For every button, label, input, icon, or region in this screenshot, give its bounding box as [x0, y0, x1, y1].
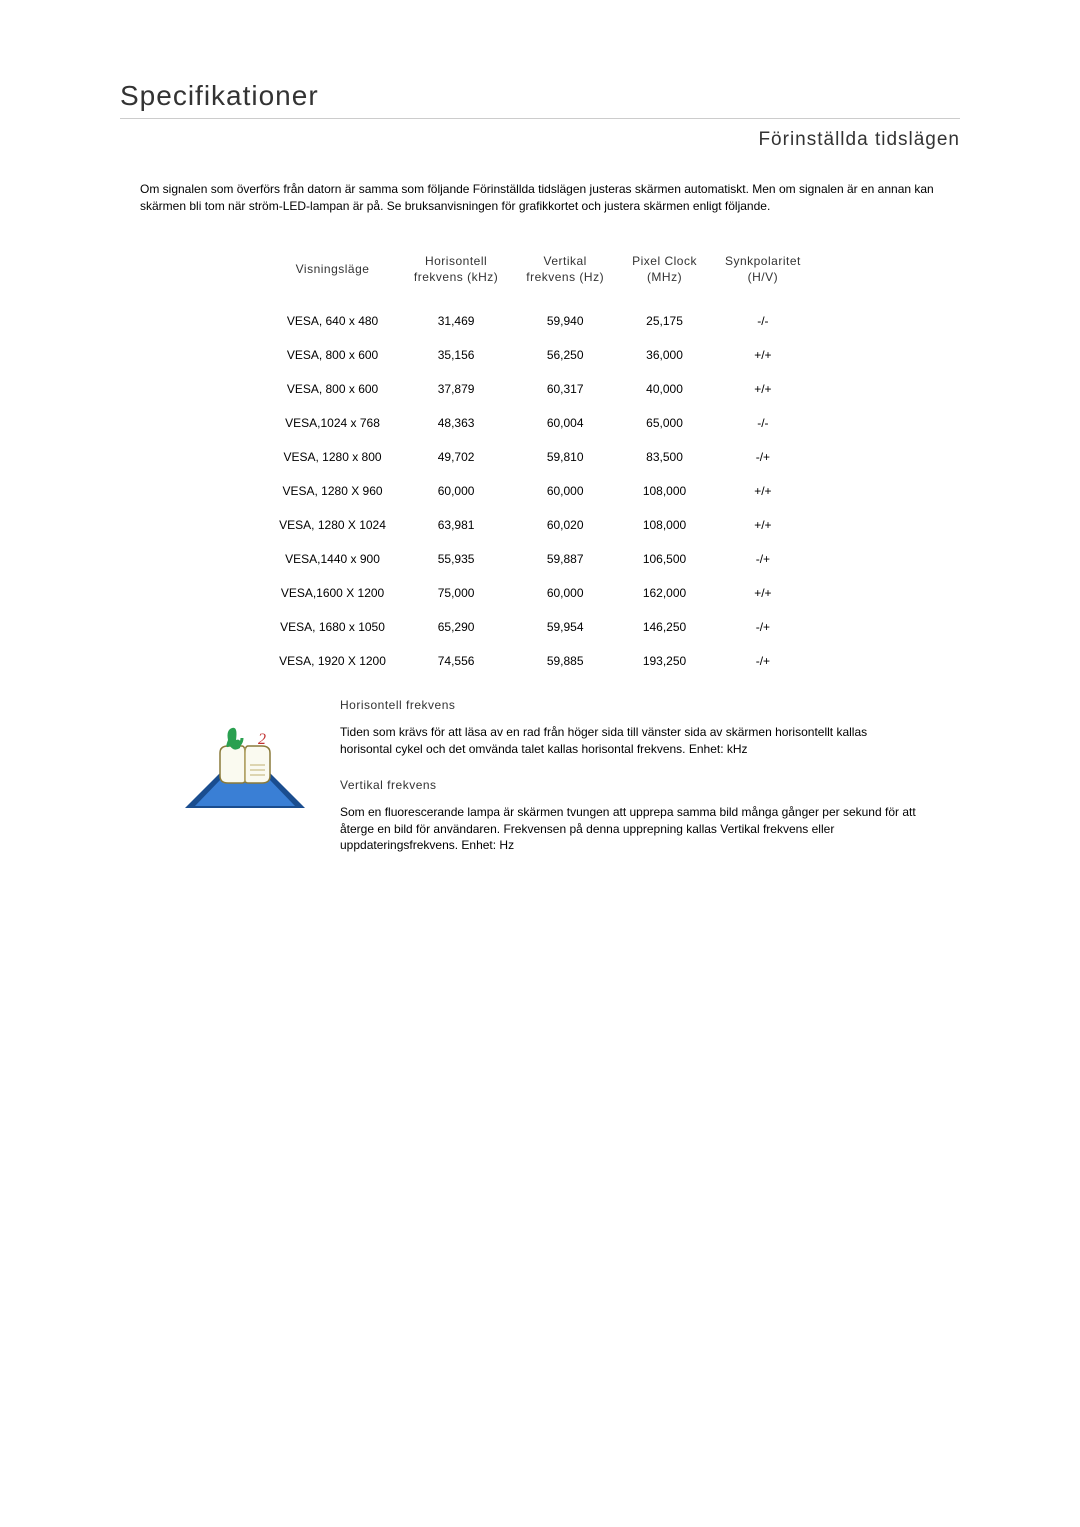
mode-cell: VESA, 640 x 480: [265, 304, 400, 338]
table-row: VESA, 640 x 48031,46959,94025,175-/-: [265, 304, 815, 338]
horizontal-freq-heading: Horisontell frekvens: [340, 698, 920, 712]
sync-cell: +/+: [711, 338, 815, 372]
pixel-cell: 106,500: [618, 542, 711, 576]
vfreq-cell: 60,000: [512, 474, 618, 508]
vfreq-cell: 59,810: [512, 440, 618, 474]
pixel-cell: 193,250: [618, 644, 711, 678]
mode-cell: VESA,1440 x 900: [265, 542, 400, 576]
table-row: VESA, 800 x 60037,87960,31740,000+/+: [265, 372, 815, 406]
vfreq-cell: 56,250: [512, 338, 618, 372]
intro-paragraph: Om signalen som överförs från datorn är …: [140, 181, 940, 215]
hfreq-cell: 75,000: [400, 576, 512, 610]
info-book-icon: 2: [180, 718, 310, 823]
sync-cell: -/+: [711, 610, 815, 644]
mode-cell: VESA,1024 x 768: [265, 406, 400, 440]
mode-cell: VESA, 1280 x 800: [265, 440, 400, 474]
pixel-cell: 146,250: [618, 610, 711, 644]
info-text-block: Horisontell frekvens Tiden som krävs för…: [340, 698, 920, 874]
table-header-row: Visningsläge Horisontellfrekvens (kHz) V…: [265, 245, 815, 305]
hfreq-cell: 31,469: [400, 304, 512, 338]
vfreq-cell: 60,020: [512, 508, 618, 542]
pixel-cell: 25,175: [618, 304, 711, 338]
table-row: VESA, 1920 X 120074,55659,885193,250-/+: [265, 644, 815, 678]
table-row: VESA, 1280 x 80049,70259,81083,500-/+: [265, 440, 815, 474]
horizontal-freq-body: Tiden som krävs för att läsa av en rad f…: [340, 724, 920, 758]
svg-text:2: 2: [258, 731, 266, 748]
table-row: VESA, 1280 X 102463,98160,020108,000+/+: [265, 508, 815, 542]
table-row: VESA,1600 X 120075,00060,000162,000+/+: [265, 576, 815, 610]
sync-cell: +/+: [711, 508, 815, 542]
hfreq-cell: 37,879: [400, 372, 512, 406]
vertical-freq-body: Som en fluorescerande lampa är skärmen t…: [340, 804, 920, 854]
mode-cell: VESA, 1920 X 1200: [265, 644, 400, 678]
table-row: VESA, 1280 X 96060,00060,000108,000+/+: [265, 474, 815, 508]
vertical-freq-heading: Vertikal frekvens: [340, 778, 920, 792]
mode-cell: VESA, 1680 x 1050: [265, 610, 400, 644]
mode-cell: VESA, 800 x 600: [265, 372, 400, 406]
table-row: VESA,1440 x 90055,93559,887106,500-/+: [265, 542, 815, 576]
vfreq-cell: 59,954: [512, 610, 618, 644]
mode-cell: VESA, 1280 X 960: [265, 474, 400, 508]
sync-cell: -/-: [711, 406, 815, 440]
sync-cell: -/+: [711, 440, 815, 474]
pixel-cell: 83,500: [618, 440, 711, 474]
col-header-mode: Visningsläge: [265, 245, 400, 305]
vfreq-cell: 59,940: [512, 304, 618, 338]
vfreq-cell: 60,004: [512, 406, 618, 440]
sync-cell: -/+: [711, 644, 815, 678]
timing-modes-table: Visningsläge Horisontellfrekvens (kHz) V…: [265, 245, 815, 679]
col-header-vfreq: Vertikalfrekvens (Hz): [512, 245, 618, 305]
hfreq-cell: 74,556: [400, 644, 512, 678]
hfreq-cell: 35,156: [400, 338, 512, 372]
section-title: Förinställda tidslägen: [120, 129, 960, 151]
sync-cell: +/+: [711, 372, 815, 406]
pixel-cell: 65,000: [618, 406, 711, 440]
hfreq-cell: 60,000: [400, 474, 512, 508]
pixel-cell: 36,000: [618, 338, 711, 372]
pixel-cell: 40,000: [618, 372, 711, 406]
vfreq-cell: 59,885: [512, 644, 618, 678]
pixel-cell: 162,000: [618, 576, 711, 610]
hfreq-cell: 55,935: [400, 542, 512, 576]
sync-cell: +/+: [711, 576, 815, 610]
pixel-cell: 108,000: [618, 508, 711, 542]
vfreq-cell: 59,887: [512, 542, 618, 576]
mode-cell: VESA, 1280 X 1024: [265, 508, 400, 542]
table-row: VESA, 800 x 60035,15656,25036,000+/+: [265, 338, 815, 372]
col-header-sync: Synkpolaritet(H/V): [711, 245, 815, 305]
col-header-pixel: Pixel Clock(MHz): [618, 245, 711, 305]
sync-cell: +/+: [711, 474, 815, 508]
vfreq-cell: 60,317: [512, 372, 618, 406]
pixel-cell: 108,000: [618, 474, 711, 508]
mode-cell: VESA,1600 X 1200: [265, 576, 400, 610]
page-title: Specifikationer: [120, 80, 960, 119]
hfreq-cell: 65,290: [400, 610, 512, 644]
col-header-hfreq: Horisontellfrekvens (kHz): [400, 245, 512, 305]
table-row: VESA,1024 x 76848,36360,00465,000-/-: [265, 406, 815, 440]
sync-cell: -/+: [711, 542, 815, 576]
vfreq-cell: 60,000: [512, 576, 618, 610]
hfreq-cell: 49,702: [400, 440, 512, 474]
mode-cell: VESA, 800 x 600: [265, 338, 400, 372]
hfreq-cell: 63,981: [400, 508, 512, 542]
table-row: VESA, 1680 x 105065,29059,954146,250-/+: [265, 610, 815, 644]
info-block: 2 Horisontell frekvens Tiden som krävs f…: [180, 698, 920, 874]
sync-cell: -/-: [711, 304, 815, 338]
hfreq-cell: 48,363: [400, 406, 512, 440]
